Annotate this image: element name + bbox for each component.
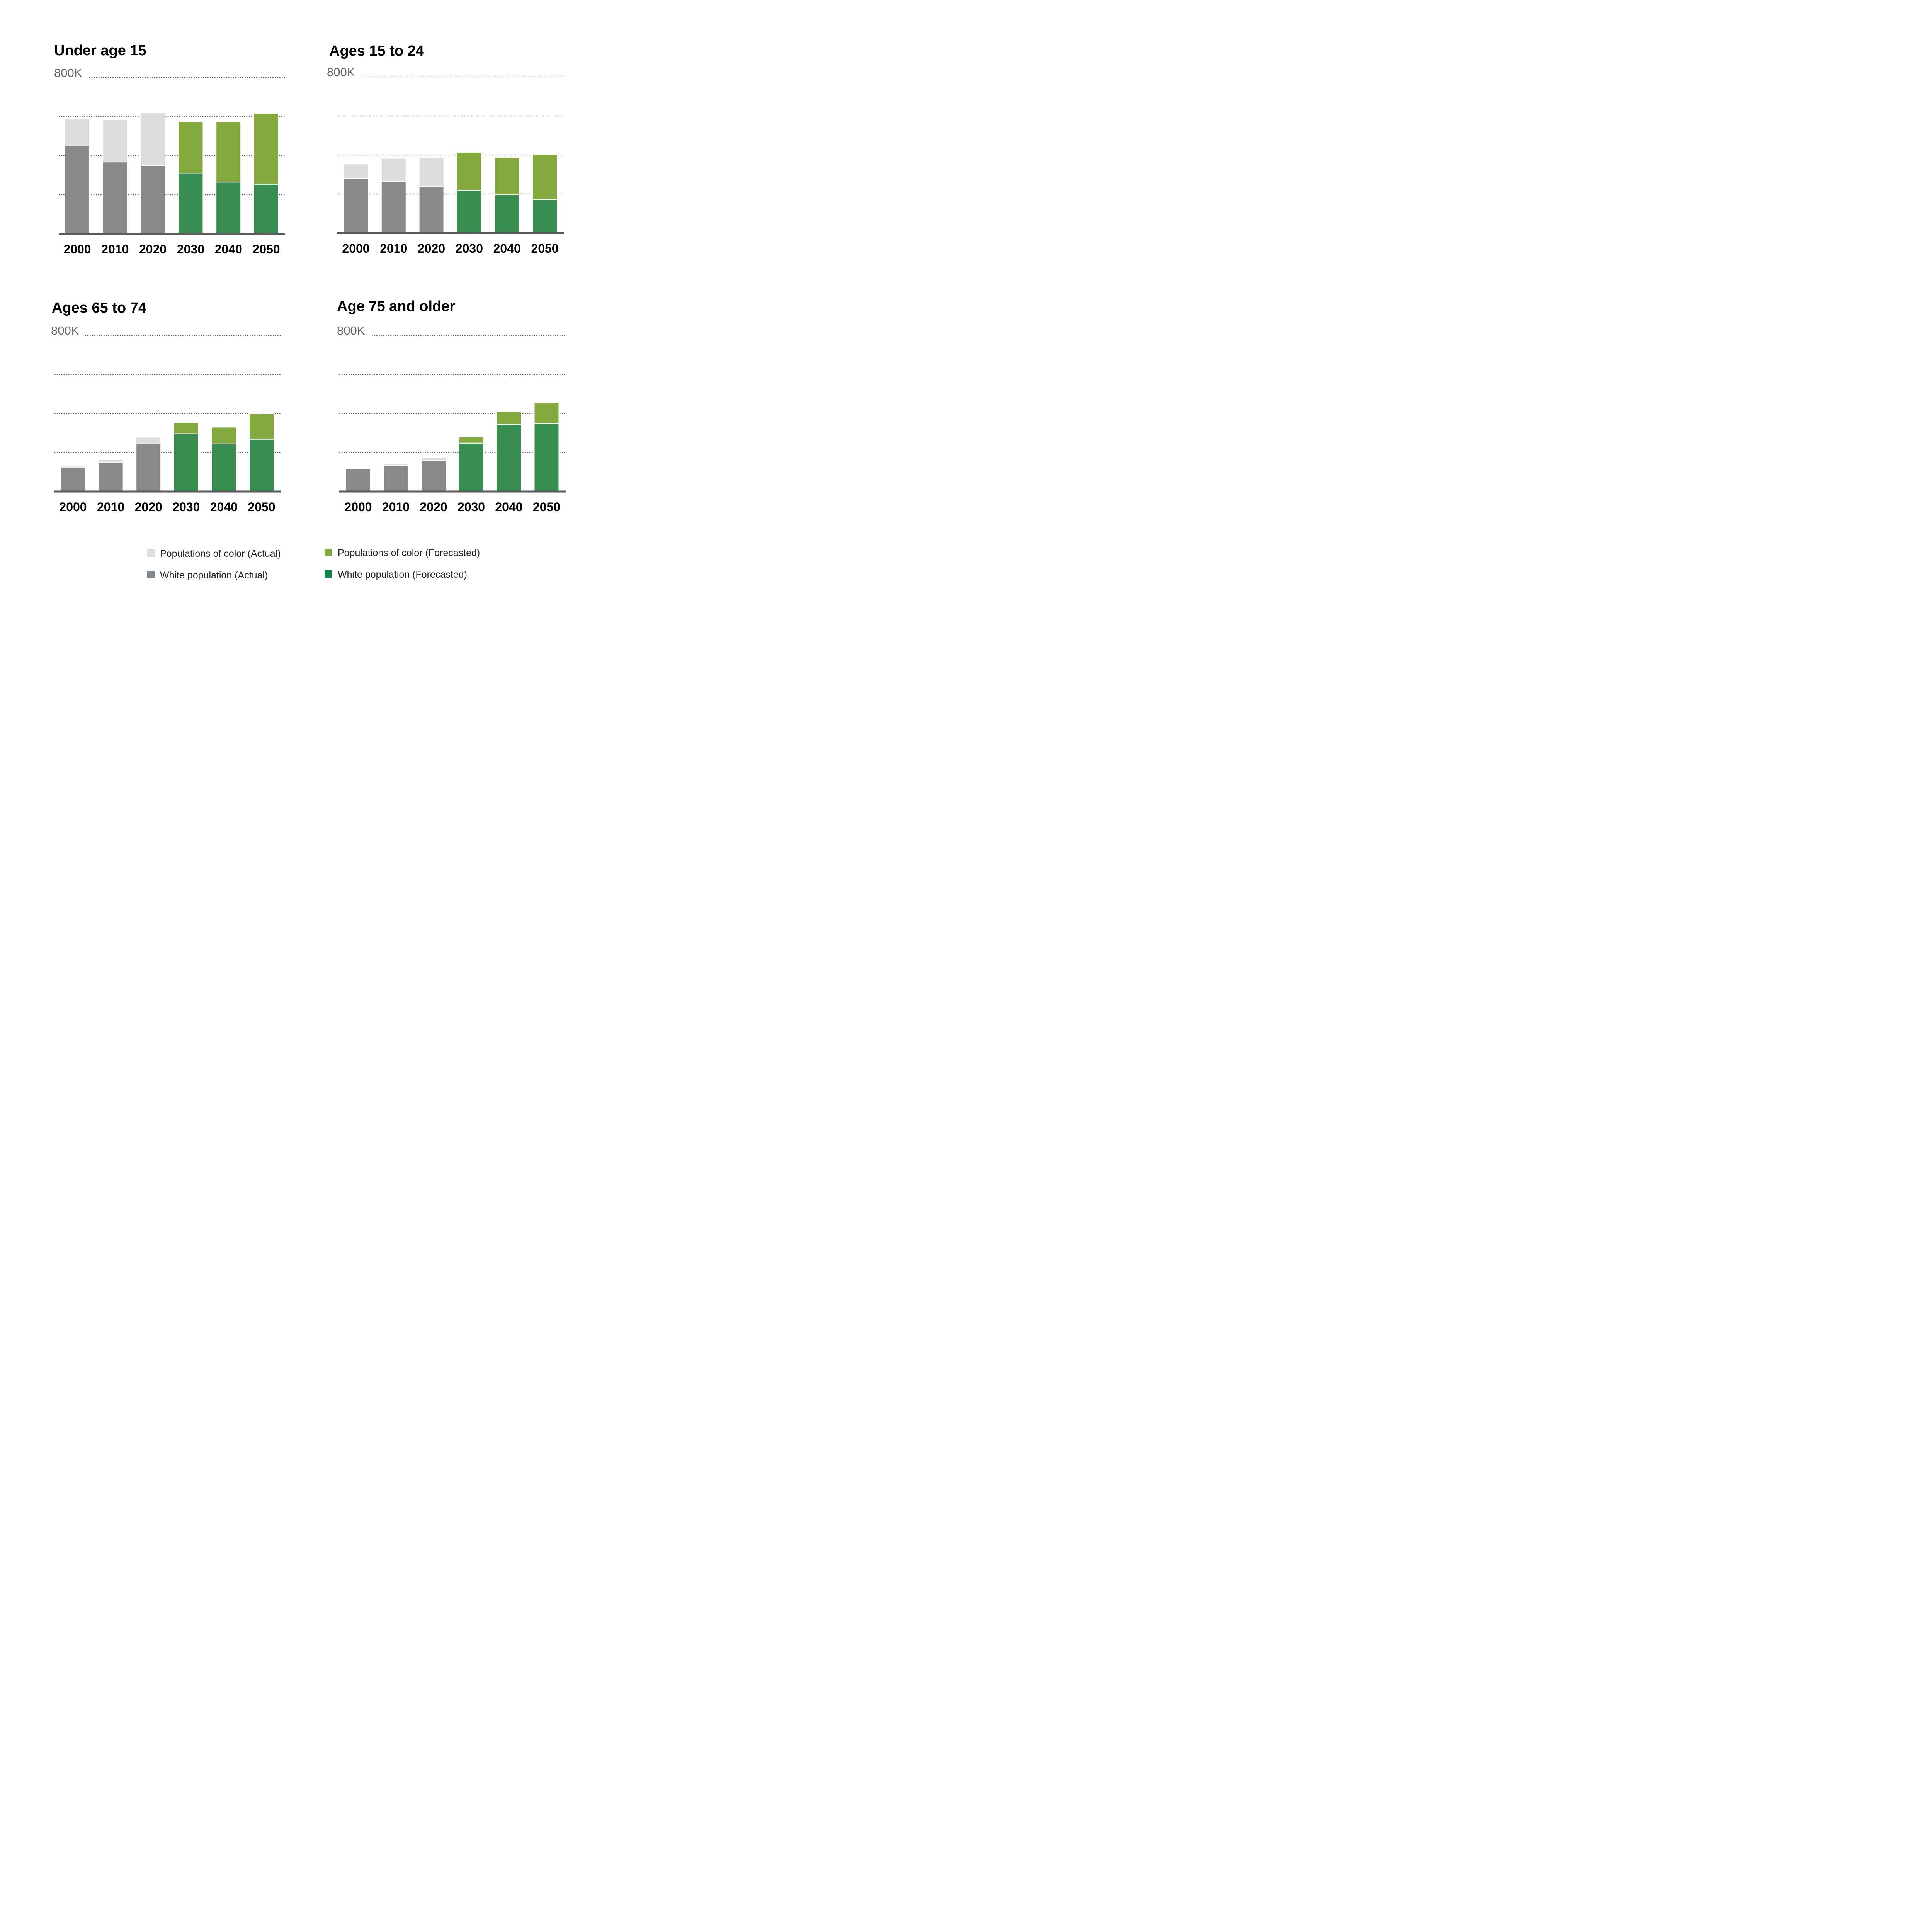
bar-poc-actual [343,163,369,179]
x-tick-label: 2020 [418,242,445,255]
panel-title: Age 75 and older [337,298,455,315]
bar-poc-forecast [496,411,522,425]
panel-title: Under age 15 [54,43,146,59]
x-tick-label: 2030 [457,500,485,514]
x-tick-label: 2020 [420,500,447,514]
legend-swatch [147,571,155,578]
bar-poc-forecast [249,413,274,440]
x-tick-label: 2000 [63,242,91,256]
bar-white-forecast [496,424,522,492]
bar-poc-actual [140,112,166,166]
chart-canvas: Under age 15 800K 2000 2010 2020 2030 2040 2050… [51,43,566,581]
bar-white-actual [383,465,409,492]
legend-swatch [325,549,332,556]
bar-white-actual [421,460,446,492]
bar-white-forecast [534,423,560,492]
x-tick-label: 2050 [533,500,560,514]
legend-label: Populations of color (Forecasted) [338,548,480,558]
chart-panel: Age 75 and older 800K 2000 2010 2020 2030 2040… [337,298,566,514]
x-tick-label: 2020 [135,500,162,514]
bar-white-forecast [456,190,482,233]
y-tick-label: 800K [51,324,79,337]
bar-white-forecast [178,173,204,235]
bar-poc-forecast [173,422,199,434]
bar-white-actual [60,467,86,492]
bar-white-actual [418,186,444,233]
bar-white-actual [343,178,369,233]
bar-poc-actual [65,119,90,146]
bar-poc-actual [98,459,124,463]
chart-panel: Ages 15 to 24 800K 2000 2010 2020 2030 2040 205… [327,43,564,255]
x-tick-label: 2010 [101,242,129,256]
x-tick-label: 2050 [531,242,558,255]
bar-white-forecast [249,439,274,492]
bar-white-actual [65,145,90,234]
bar-white-forecast [494,194,520,233]
panel-title: Ages 65 to 74 [52,300,146,316]
bar-poc-forecast [253,112,279,185]
bar-poc-forecast [534,402,560,424]
x-tick-label: 2010 [382,500,410,514]
bar-poc-forecast [494,157,520,196]
y-tick-label: 800K [337,324,365,337]
bar-white-actual [140,165,166,234]
bar-poc-actual [383,463,409,466]
bar-poc-actual [60,466,86,468]
y-tick-label: 800K [54,66,82,80]
bar-poc-actual [136,437,162,444]
x-tick-label: 2030 [172,500,200,514]
bar-poc-actual [102,119,128,163]
legend-label: White population (Forecasted) [338,569,467,580]
panel-title: Ages 15 to 24 [329,43,424,59]
x-tick-label: 2000 [342,242,369,255]
bar-white-forecast [253,184,279,235]
bar-white-forecast [173,433,199,492]
bar-poc-forecast [211,427,237,444]
x-tick-label: 2020 [139,242,167,256]
x-tick-label: 2040 [215,242,242,256]
x-tick-label: 2010 [380,242,407,255]
legend: Populations of color (Actual) White popul… [147,548,480,581]
bar-poc-actual [418,157,444,187]
bar-poc-actual [345,468,371,469]
x-tick-label: 2040 [495,500,522,514]
bar-white-forecast [216,182,242,234]
legend-swatch [147,549,155,557]
legend-item: White population (Forecasted) [325,569,467,580]
legend-label: White population (Actual) [160,570,268,581]
bar-white-forecast [458,442,484,492]
bar-poc-forecast [458,436,484,444]
chart-panel: Ages 65 to 74 800K 2000 2010 2020 2030 2040 205… [51,300,281,514]
bar-poc-forecast [178,121,204,174]
bar-poc-actual [421,457,446,461]
bar-white-actual [345,468,371,492]
y-tick-label: 800K [327,65,355,79]
bar-poc-forecast [456,151,482,191]
bar-poc-actual [381,158,406,182]
legend-item: Populations of color (Forecasted) [325,548,480,558]
chart-panel: Under age 15 800K 2000 2010 2020 2030 2040 2050 [54,43,285,256]
x-tick-label: 2000 [59,500,87,514]
bar-white-forecast [532,199,558,234]
bar-white-forecast [211,443,237,492]
x-tick-label: 2050 [248,500,275,514]
bar-poc-forecast [532,153,558,200]
x-tick-label: 2040 [210,500,238,514]
legend-swatch [325,570,332,578]
x-tick-label: 2040 [493,242,521,255]
x-tick-label: 2030 [456,242,483,255]
bar-white-actual [98,462,124,492]
legend-label: Populations of color (Actual) [160,548,281,559]
legend-item: White population (Actual) [147,570,268,581]
x-tick-label: 2010 [97,500,124,514]
bar-poc-forecast [216,121,242,183]
bar-white-actual [381,181,406,233]
x-tick-label: 2000 [344,500,372,514]
x-tick-label: 2030 [177,242,204,256]
legend-item: Populations of color (Actual) [147,548,281,559]
chart-panels: Under age 15 800K 2000 2010 2020 2030 2040 2050… [51,43,566,514]
x-tick-label: 2050 [252,242,280,256]
bar-white-actual [136,443,162,492]
bar-white-actual [102,162,128,234]
